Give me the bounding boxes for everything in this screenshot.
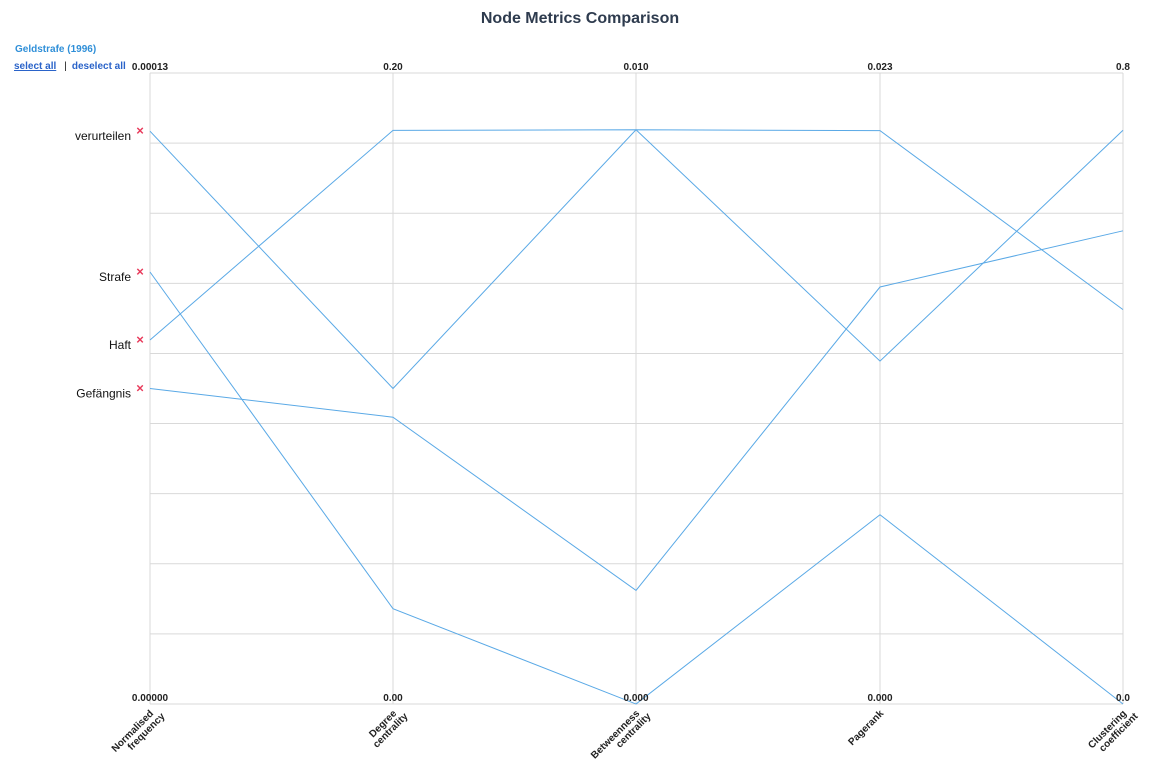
controls-separator: | <box>64 61 67 72</box>
series-line-1 <box>149 271 1124 705</box>
tick-label-max-3: 0.023 <box>867 62 892 73</box>
axis-label-2: Betweennesscentrality <box>589 704 654 768</box>
series-line-2 <box>149 129 1124 362</box>
selection-controls: select all | deselect all <box>14 61 126 72</box>
node-label-3: Gefängnis <box>76 387 131 401</box>
axis-label-line: Pagerank <box>847 708 887 748</box>
tick-label-max-0: 0.00013 <box>132 62 169 73</box>
tick-label-max-1: 0.20 <box>383 62 403 73</box>
tick-label-min-4: 0.0 <box>1116 693 1130 704</box>
tick-label-max-4: 0.8 <box>1116 62 1130 73</box>
tick-label-min-0: 0.00000 <box>132 693 169 704</box>
tick-label-min-1: 0.00 <box>383 693 403 704</box>
series-line-3 <box>149 230 1124 592</box>
tick-label-min-2: 0.000 <box>623 693 648 704</box>
remove-node-icon-0[interactable]: × <box>136 123 144 138</box>
remove-node-icon-3[interactable]: × <box>136 381 144 396</box>
tick-label-min-3: 0.000 <box>867 693 892 704</box>
chart-title: Node Metrics Comparison <box>480 10 680 27</box>
node-label-2: Haft <box>109 338 132 352</box>
chart-subtitle: Geldstrafe (1996) <box>15 44 97 55</box>
node-label-1: Strafe <box>99 270 131 284</box>
deselect-all-link[interactable]: deselect all <box>71 61 126 72</box>
remove-node-icon-2[interactable]: × <box>136 332 144 347</box>
remove-node-icon-1[interactable]: × <box>136 264 144 279</box>
tick-label-max-2: 0.010 <box>623 62 648 73</box>
axis-label-1: Degreecentrality <box>364 704 411 751</box>
axis-label-0: Normalisedfrequency <box>110 704 168 762</box>
axis-label-4: Clusteringcoefficient <box>1086 704 1141 759</box>
select-all-link[interactable]: select all <box>14 61 57 72</box>
node-label-0: verurteilen <box>75 129 131 143</box>
axis-label-3: Pagerank <box>847 708 887 748</box>
